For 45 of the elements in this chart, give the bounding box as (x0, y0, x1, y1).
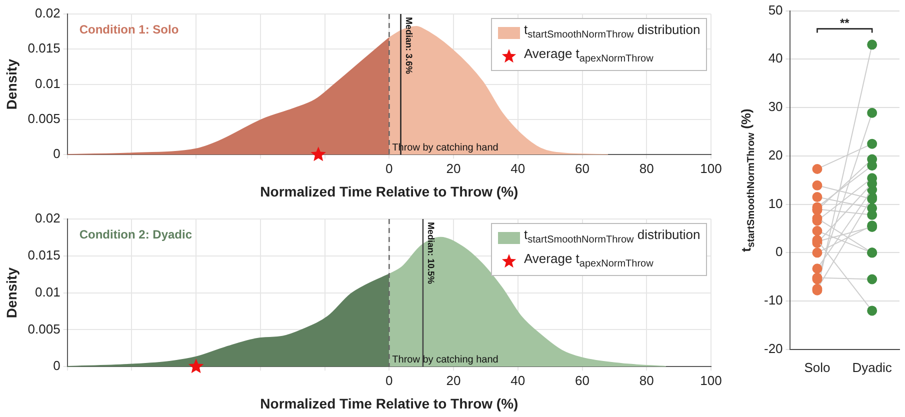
x-tick-label: 40 (510, 160, 526, 176)
x-tick-label: 100 (700, 160, 722, 176)
legend-label: t$_{startSmoothNormThrow}$ distribution (524, 226, 700, 248)
ref-line-label: Throw by catching hand (392, 354, 498, 366)
y-tick-label: -20 (764, 340, 783, 356)
x-tick-label: 80 (639, 160, 654, 176)
x-tick-label: 20 (446, 372, 461, 388)
text: Condition 1: Solo (79, 22, 179, 36)
x-tick-label: 0 (386, 372, 393, 388)
x-tick-label: 60 (575, 160, 590, 176)
y-tick-label: 0.02 (35, 6, 60, 21)
x-tick-label: Dyadic (852, 360, 892, 375)
y-tick-label: 0.01 (35, 284, 60, 300)
x-axis-title: Normalized Time Relative to Throw (%) (260, 395, 518, 412)
y-tick-label: 0.02 (35, 210, 60, 226)
y-tick-label: 50 (768, 2, 783, 18)
legend-label: t$_{startSmoothNormThrow}$ distribution (524, 21, 700, 43)
text: Condition 2: Dyadic (79, 227, 192, 242)
y-tick-label: 0 (776, 244, 783, 260)
x-axis-title: Normalized Time Relative to Throw (%) (260, 183, 518, 200)
ref-line-label: Median: 3.6% (404, 17, 414, 74)
y-tick-label: 40 (768, 50, 783, 66)
y-axis-title: Density (3, 58, 20, 110)
x-tick-label: 40 (510, 372, 526, 388)
y-tick-label: 0.015 (28, 247, 60, 262)
y-tick-label: 10 (768, 196, 783, 211)
legend-label: Average t$_{apexNormThrow}$ (524, 44, 654, 66)
y-tick-label: 30 (768, 99, 783, 114)
y-tick-label: 20 (768, 147, 783, 162)
y-tick-label: 0 (53, 146, 60, 162)
x-tick-label: 80 (639, 372, 654, 388)
ref-line-label: Median: 10.5% (426, 222, 436, 284)
x-tick-label: 100 (700, 372, 722, 388)
y-tick-label: 0.005 (28, 111, 60, 126)
y-tick-label: 0.015 (28, 40, 60, 56)
x-tick-label: 0 (386, 160, 393, 176)
legend-label: Average t$_{apexNormThrow}$ (524, 250, 654, 272)
y-tick-label: -10 (764, 292, 783, 308)
y-tick-label: 0.01 (35, 76, 60, 91)
y-axis-title: Density (3, 267, 20, 318)
x-tick-label: 60 (575, 372, 590, 388)
x-tick-label: Solo (804, 360, 830, 375)
y-tick-label: 0.005 (28, 321, 60, 336)
annotation: ** (840, 16, 850, 30)
x-tick-label: 20 (446, 160, 461, 176)
